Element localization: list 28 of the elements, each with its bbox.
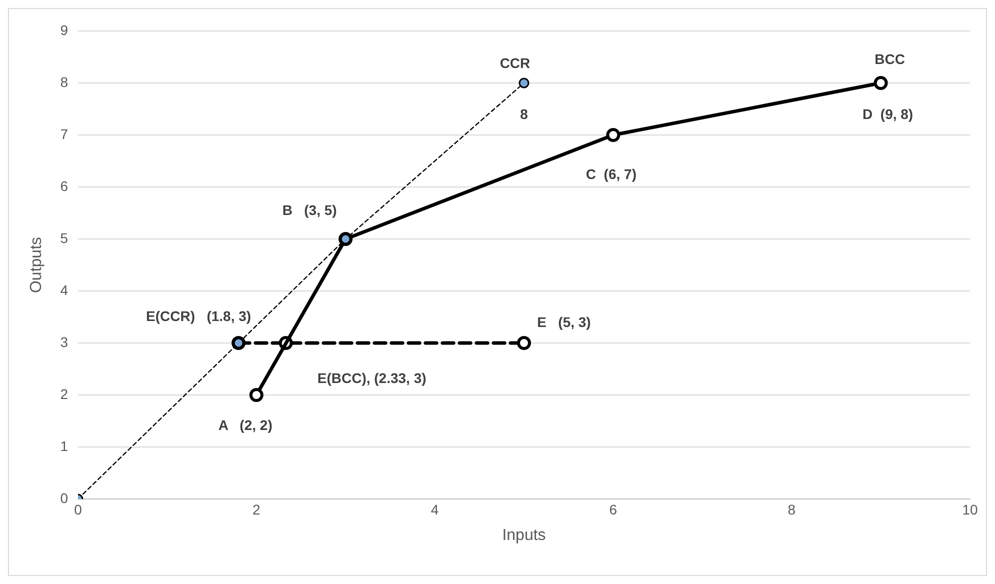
y-tick-label: 8 (60, 74, 68, 90)
annotation: B (3, 5) (282, 202, 337, 218)
series-label: CCR (500, 54, 530, 71)
y-axis-title: Outputs (28, 236, 46, 294)
y-tick-label: 3 (60, 334, 68, 350)
annotation: E (5, 3) (537, 314, 591, 330)
x-tick-label: 0 (74, 501, 82, 518)
series-label: BCC (874, 50, 905, 67)
annotation: 8 (520, 106, 528, 122)
annotation: E(BCC), (2.33, 3) (317, 370, 426, 386)
x-axis-title: Inputs (502, 526, 546, 544)
y-tick-label: 6 (60, 178, 68, 194)
annotation: A (2, 2) (218, 416, 272, 433)
x-tick-label: 10 (962, 501, 978, 518)
x-tick-label: 4 (430, 501, 439, 518)
x-tick-label: 6 (609, 501, 618, 518)
annotation: E(CCR) (1.8, 3) (146, 308, 252, 324)
annotation: D (9, 8) (862, 106, 914, 122)
y-tick-label: 5 (60, 230, 68, 246)
y-tick-label: 2 (60, 386, 68, 402)
annotation: C (6, 7) (586, 166, 636, 182)
y-tick-label: 0 (60, 490, 68, 506)
x-tick-label: 8 (788, 501, 796, 518)
y-tick-label: 9 (60, 22, 68, 38)
y-tick-label: 7 (60, 126, 68, 142)
y-tick-label: 4 (60, 282, 68, 298)
y-tick-label: 1 (60, 438, 68, 454)
x-tick-label: 2 (252, 501, 260, 518)
